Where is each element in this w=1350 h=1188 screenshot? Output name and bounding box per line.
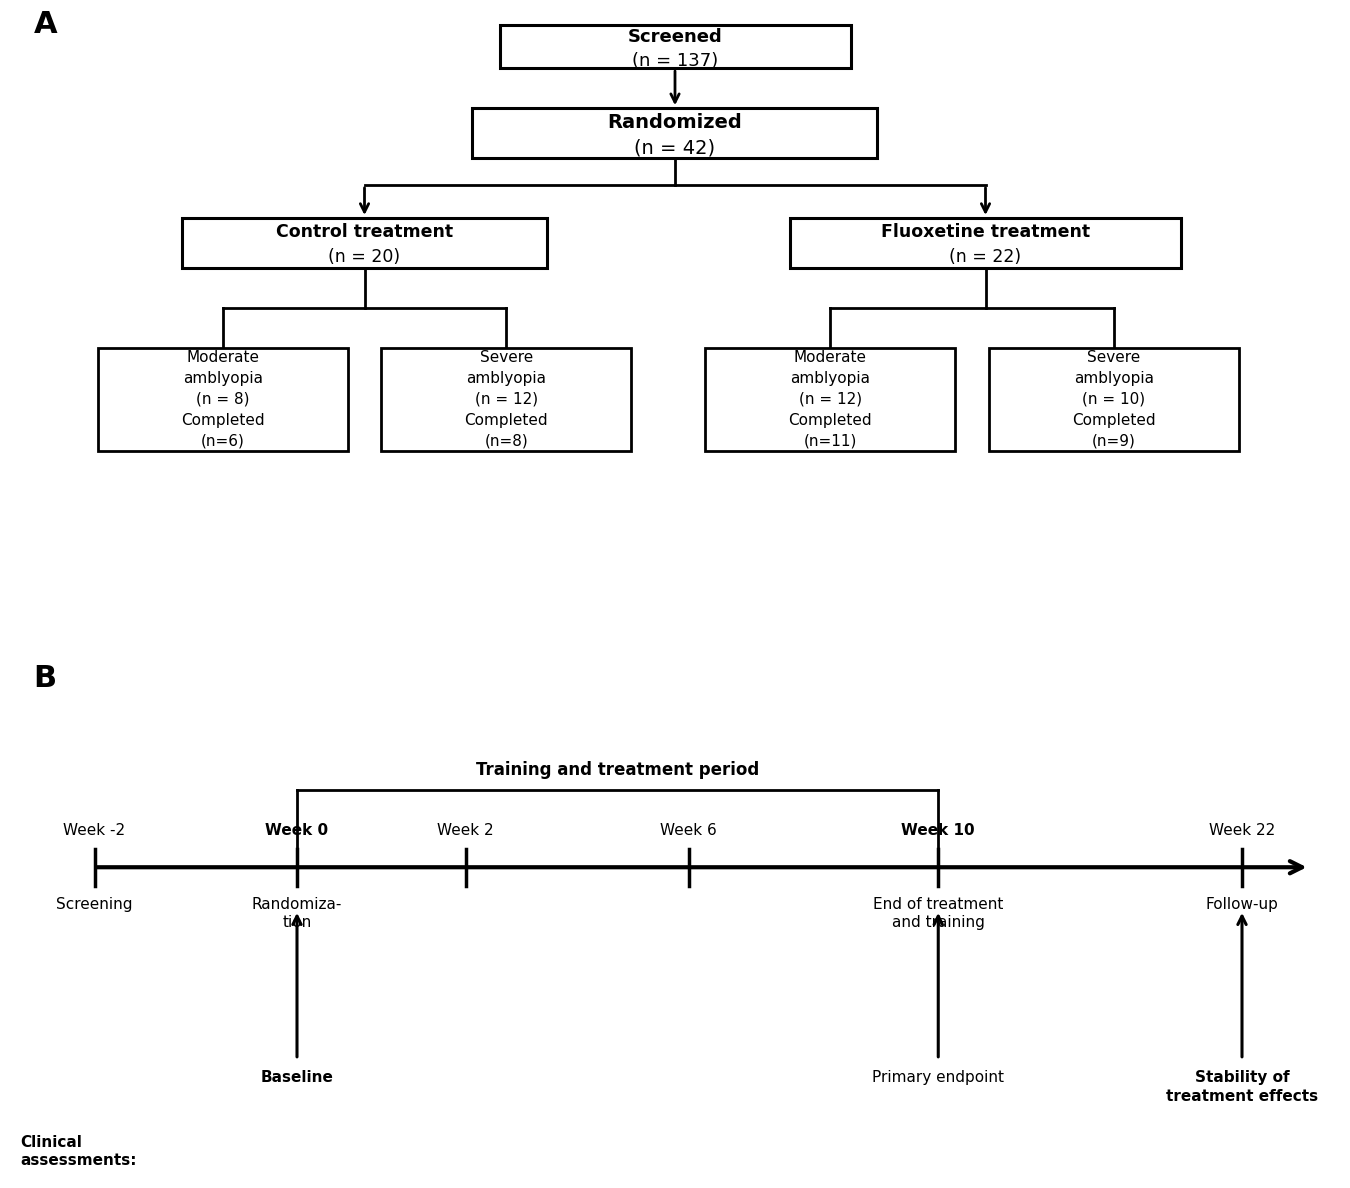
Text: Follow-up: Follow-up — [1206, 897, 1278, 911]
Bar — [790, 217, 1181, 267]
Text: Moderate
amblyopia
(n = 12)
Completed
(n=11): Moderate amblyopia (n = 12) Completed (n… — [788, 349, 872, 449]
Text: Baseline: Baseline — [261, 1070, 333, 1086]
Text: B: B — [34, 664, 57, 693]
Bar — [381, 348, 630, 450]
Text: Stability of
treatment effects: Stability of treatment effects — [1166, 1070, 1318, 1104]
Text: Primary endpoint: Primary endpoint — [872, 1070, 1004, 1086]
Bar — [472, 108, 878, 158]
Bar — [182, 217, 547, 267]
Text: End of treatment
and training: End of treatment and training — [873, 897, 1003, 930]
Text: Randomiza-
tion: Randomiza- tion — [252, 897, 342, 930]
Text: A: A — [34, 10, 57, 39]
Text: (n = 137): (n = 137) — [632, 52, 718, 70]
Bar — [705, 348, 956, 450]
Text: Severe
amblyopia
(n = 12)
Completed
(n=8): Severe amblyopia (n = 12) Completed (n=8… — [464, 349, 548, 449]
Text: Randomized: Randomized — [608, 113, 742, 132]
Text: Week 0: Week 0 — [266, 823, 328, 838]
Bar — [988, 348, 1239, 450]
Text: Training and treatment period: Training and treatment period — [477, 762, 759, 779]
Text: Week 22: Week 22 — [1208, 823, 1276, 838]
Text: Severe
amblyopia
(n = 10)
Completed
(n=9): Severe amblyopia (n = 10) Completed (n=9… — [1072, 349, 1156, 449]
Text: Week 10: Week 10 — [902, 823, 975, 838]
Text: Screened: Screened — [628, 29, 722, 46]
Text: Control treatment: Control treatment — [275, 223, 454, 241]
Text: Week -2: Week -2 — [63, 823, 126, 838]
Text: (n = 22): (n = 22) — [949, 248, 1022, 266]
Bar — [500, 25, 850, 68]
Text: Fluoxetine treatment: Fluoxetine treatment — [882, 223, 1089, 241]
Text: Moderate
amblyopia
(n = 8)
Completed
(n=6): Moderate amblyopia (n = 8) Completed (n=… — [181, 349, 265, 449]
Text: Week 2: Week 2 — [437, 823, 494, 838]
Text: (n = 42): (n = 42) — [634, 138, 716, 157]
Bar — [99, 348, 348, 450]
Text: Week 6: Week 6 — [660, 823, 717, 838]
Text: Clinical
assessments:: Clinical assessments: — [20, 1135, 136, 1168]
Text: Screening: Screening — [57, 897, 132, 911]
Text: (n = 20): (n = 20) — [328, 248, 401, 266]
